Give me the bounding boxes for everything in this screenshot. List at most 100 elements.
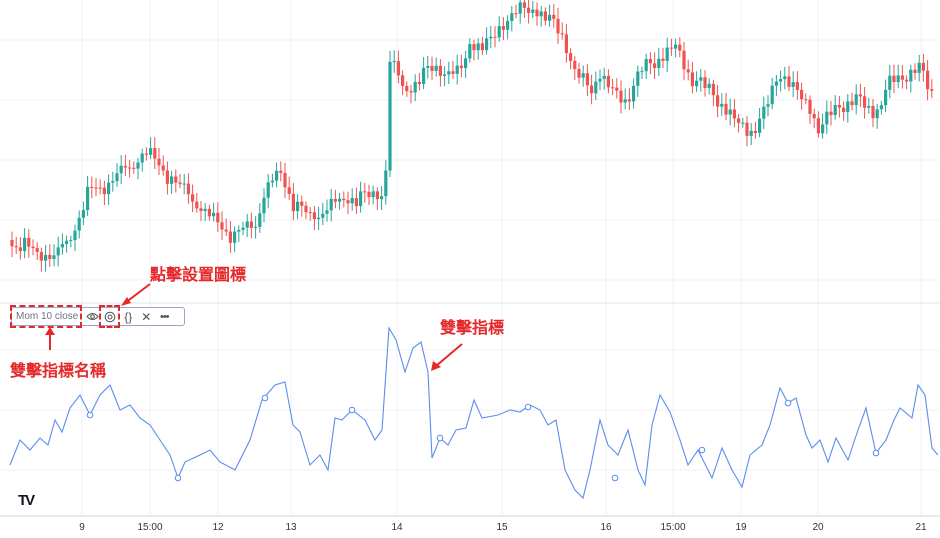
candle-body bbox=[804, 99, 808, 101]
candle-body bbox=[233, 231, 237, 243]
candle-body bbox=[863, 96, 867, 108]
candle-body bbox=[468, 44, 472, 59]
candle-body bbox=[346, 200, 350, 204]
candle-body bbox=[909, 69, 913, 82]
candle-body bbox=[774, 81, 778, 86]
candle-body bbox=[926, 70, 930, 90]
candle-body bbox=[191, 194, 195, 202]
candle-body bbox=[821, 124, 825, 134]
candle-body bbox=[304, 205, 308, 213]
candle-body bbox=[119, 165, 123, 174]
candle-body bbox=[577, 69, 581, 78]
candle-body bbox=[737, 118, 741, 123]
candle-body bbox=[443, 74, 447, 76]
candle-body bbox=[174, 176, 178, 183]
candle-body bbox=[850, 101, 854, 106]
candle-body bbox=[913, 69, 917, 73]
candle-body bbox=[258, 213, 262, 227]
name-annotation: 雙擊指標名稱 bbox=[10, 361, 107, 380]
candle-body bbox=[703, 77, 707, 88]
candle-body bbox=[149, 148, 153, 155]
momentum-marker bbox=[524, 403, 532, 411]
candle-body bbox=[585, 73, 589, 86]
candle-body bbox=[871, 106, 875, 119]
candle-body bbox=[56, 247, 60, 256]
candle-body bbox=[44, 254, 48, 261]
candle-body bbox=[203, 208, 207, 212]
candle-body bbox=[728, 109, 732, 115]
candle-body bbox=[569, 53, 573, 61]
candle-body bbox=[140, 153, 144, 163]
settings-icon[interactable] bbox=[101, 308, 119, 325]
momentum-line bbox=[9, 326, 939, 500]
candle-body bbox=[426, 65, 430, 68]
momentum-indicator-line[interactable] bbox=[9, 326, 939, 500]
candle-body bbox=[329, 198, 333, 211]
candle-body bbox=[195, 201, 199, 209]
candle-body bbox=[905, 79, 909, 82]
candle-body bbox=[27, 237, 31, 247]
candle-body bbox=[762, 106, 766, 119]
candle-body bbox=[18, 247, 22, 252]
candle-body bbox=[90, 186, 94, 188]
candle-body bbox=[548, 14, 552, 21]
candle-body bbox=[514, 13, 518, 15]
x-axis-label: 15:00 bbox=[137, 522, 163, 533]
candle-body bbox=[690, 72, 694, 87]
name-arrowhead bbox=[45, 327, 55, 335]
momentum-marker bbox=[872, 449, 880, 457]
candle-body bbox=[812, 113, 816, 119]
eye-icon[interactable] bbox=[83, 308, 101, 325]
candle-body bbox=[602, 75, 606, 79]
source-code-icon[interactable]: {} bbox=[124, 309, 133, 324]
candle-body bbox=[480, 43, 484, 51]
candle-body bbox=[132, 167, 136, 169]
candle-body bbox=[867, 106, 871, 108]
candle-body bbox=[321, 213, 325, 218]
candle-body bbox=[279, 170, 283, 173]
candle-body bbox=[472, 44, 476, 51]
candle-body bbox=[31, 246, 35, 249]
grid-lines bbox=[0, 0, 940, 516]
momentum-marker bbox=[611, 474, 619, 482]
candle-body bbox=[115, 173, 119, 182]
candle-body bbox=[380, 196, 384, 200]
candle-body bbox=[451, 71, 455, 74]
candle-body bbox=[854, 94, 858, 106]
candle-body bbox=[506, 20, 510, 30]
settings-annotation: 點擊設置圖標 bbox=[150, 265, 247, 284]
candle-body bbox=[766, 104, 770, 107]
candle-body bbox=[430, 65, 434, 71]
candle-body bbox=[921, 62, 925, 71]
candle-body bbox=[485, 38, 489, 51]
candle-body bbox=[753, 130, 757, 133]
candle-body bbox=[237, 229, 241, 232]
candle-body bbox=[522, 2, 526, 8]
candle-body bbox=[254, 226, 258, 228]
candle-body bbox=[539, 11, 543, 17]
x-axis-label: 19 bbox=[735, 522, 747, 533]
indicator-name-label[interactable]: Mom 10 close bbox=[16, 311, 79, 322]
indicator-legend[interactable]: Mom 10 close {} ✕ ••• bbox=[11, 307, 185, 326]
candle-body bbox=[699, 77, 703, 81]
candle-body bbox=[354, 198, 358, 207]
indicator-arrow bbox=[435, 343, 463, 367]
candle-body bbox=[73, 230, 77, 241]
candle-body bbox=[686, 69, 690, 73]
tradingview-logo: TV bbox=[18, 492, 35, 509]
candle-body bbox=[745, 122, 749, 136]
close-icon[interactable]: ✕ bbox=[141, 309, 152, 324]
x-axis-label: 14 bbox=[391, 522, 403, 533]
more-icon[interactable]: ••• bbox=[159, 310, 170, 323]
x-axis-label: 13 bbox=[285, 522, 297, 533]
momentum-marker bbox=[698, 446, 706, 454]
candle-body bbox=[228, 231, 232, 243]
momentum-marker bbox=[86, 411, 94, 419]
candle-body bbox=[342, 198, 346, 201]
candle-body bbox=[758, 118, 762, 133]
candle-body bbox=[102, 187, 106, 195]
candle-body bbox=[52, 255, 56, 259]
candle-body bbox=[283, 172, 287, 188]
candle-body bbox=[858, 94, 862, 97]
